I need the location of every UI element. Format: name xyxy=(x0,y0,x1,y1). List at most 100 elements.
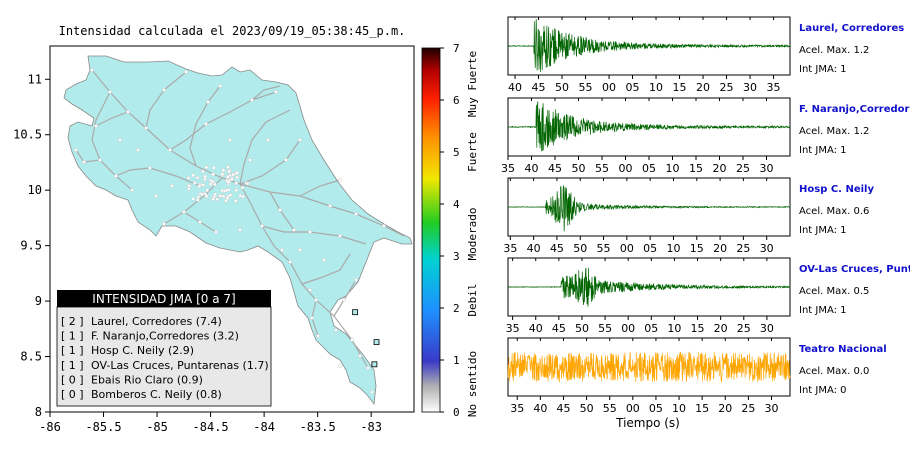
seismogram-tick-label: 45 xyxy=(556,402,570,415)
legend-title-bar xyxy=(57,290,271,307)
town-dot xyxy=(221,194,226,199)
int-jma: Int JMA: 1 xyxy=(799,305,847,316)
marked-stations xyxy=(352,309,380,368)
seismogram-trace xyxy=(508,101,791,152)
map-y-tick-label: 10 xyxy=(28,183,42,197)
colorbar-tick-label: 5 xyxy=(453,146,460,159)
town-dot xyxy=(370,390,374,394)
town-dot xyxy=(354,278,358,282)
seismogram-tick-label: 55 xyxy=(598,322,612,335)
seismogram-tick-label: 25 xyxy=(736,242,750,255)
seismogram-tick-label: 50 xyxy=(575,322,589,335)
town-dot xyxy=(196,195,201,199)
seismogram-tick-label: 00 xyxy=(620,242,634,255)
town-dot xyxy=(322,258,326,262)
town-dot xyxy=(225,196,230,201)
seismogram-tick-label: 35 xyxy=(767,81,781,94)
town-dot xyxy=(214,230,218,234)
seismogram-3: 35 40 45 50 55 00 05 10 15 20 25 30 Hosp C. Neily Ace… xyxy=(503,177,874,255)
seismogram-tick-label: 05 xyxy=(649,402,663,415)
colorbar-category-no-sentido: No sentido xyxy=(466,351,479,417)
town-dot xyxy=(310,316,314,320)
seismogram-tick-label: 50 xyxy=(572,162,586,175)
town-dot xyxy=(197,184,202,189)
town-dot xyxy=(168,148,172,152)
town-dot xyxy=(211,165,216,170)
town-dot xyxy=(240,185,245,190)
map-x-tick-label: -85.5 xyxy=(85,420,121,434)
town-dot xyxy=(234,181,239,186)
colorbar-category-muy-fuerte: Muy Fuerte xyxy=(466,51,479,117)
seismogram-1: 40 45 50 55 00 05 10 15 20 25 30 35 Laurel, Corredor… xyxy=(507,16,904,94)
town-dot xyxy=(213,192,218,197)
town-dot xyxy=(218,84,222,88)
town-dot xyxy=(238,228,242,232)
town-dot xyxy=(248,158,252,162)
town-dot xyxy=(184,70,188,74)
seismogram-tick-label: 25 xyxy=(720,81,734,94)
seismogram-tick-label: 30 xyxy=(760,162,774,175)
seismogram-tick-label: 20 xyxy=(713,242,727,255)
seismogram-tick-label: 30 xyxy=(743,81,757,94)
town-dot xyxy=(187,186,191,191)
town-dot xyxy=(228,193,233,197)
town-dot xyxy=(202,177,207,182)
seismogram-tick-label: 30 xyxy=(760,322,774,335)
town-dot xyxy=(228,138,232,142)
seismogram-tick-label: 45 xyxy=(550,242,564,255)
town-dot xyxy=(204,165,209,170)
town-dot xyxy=(358,354,362,358)
legend-box xyxy=(56,306,272,407)
town-dot xyxy=(218,193,223,198)
town-dot xyxy=(148,166,152,170)
legend-title: INTENSIDAD JMA [0 a 7] xyxy=(92,292,235,306)
seismogram-tick-label: 05 xyxy=(644,322,658,335)
legend-entry-level: [ 0 ] xyxy=(61,373,84,386)
town-dot xyxy=(342,298,346,302)
town-dot xyxy=(334,328,338,332)
colorbar-tick-label: 1 xyxy=(453,354,460,367)
town-dot xyxy=(130,188,134,192)
town-dot xyxy=(182,210,186,214)
town-dot xyxy=(338,364,342,368)
town-dot xyxy=(235,175,239,180)
town-dot xyxy=(196,198,200,202)
town-dot xyxy=(226,180,231,184)
seismogram-trace xyxy=(507,351,791,383)
seismogram-tick-label: 20 xyxy=(718,402,732,415)
map-y-tick-label: 9 xyxy=(35,294,42,308)
map-y-tick-label: 8 xyxy=(35,405,42,419)
map-y-tick-label: 11 xyxy=(28,72,42,86)
town-dot xyxy=(298,248,302,252)
colorbar-category-moderado: Moderado xyxy=(466,208,479,261)
town-dot xyxy=(316,334,320,338)
town-dot xyxy=(226,165,230,170)
town-dot xyxy=(198,220,202,224)
map-x-tick-label: -84 xyxy=(253,420,275,434)
town-dot xyxy=(201,183,206,187)
town-dot xyxy=(250,98,254,102)
town-dot xyxy=(195,175,200,180)
seismogram-panels: 40 45 50 55 00 05 10 15 20 25 30 35 Laurel, Corredor… xyxy=(501,16,910,415)
seismogram-tick-label: 25 xyxy=(736,162,750,175)
seismogram-tick-label: 50 xyxy=(580,402,594,415)
map-x-tick-label: -83 xyxy=(360,420,382,434)
town-dot xyxy=(274,90,278,94)
costa-rica-land xyxy=(63,55,413,406)
town-dot xyxy=(213,182,217,187)
seismogram-tick-label: 15 xyxy=(691,322,705,335)
seismogram-tick-label: 35 xyxy=(503,242,517,255)
seismogram-tick-label: 15 xyxy=(673,81,687,94)
town-dot xyxy=(215,197,220,202)
int-jma: Int JMA: 0 xyxy=(799,385,847,396)
town-dot xyxy=(144,126,148,130)
intensity-legend: INTENSIDAD JMA [0 a 7] [ 2 ] Laurel, Corr… xyxy=(56,290,272,407)
map-x-tick-label: -86 xyxy=(39,420,61,434)
seismogram-tick-label: 35 xyxy=(506,322,520,335)
town-dot xyxy=(154,194,158,198)
town-dot xyxy=(235,171,240,175)
seismogram-tick-label: 55 xyxy=(603,402,617,415)
town-dot xyxy=(308,288,312,292)
town-dot xyxy=(234,188,239,193)
seismogram-tick-label: 10 xyxy=(672,402,686,415)
